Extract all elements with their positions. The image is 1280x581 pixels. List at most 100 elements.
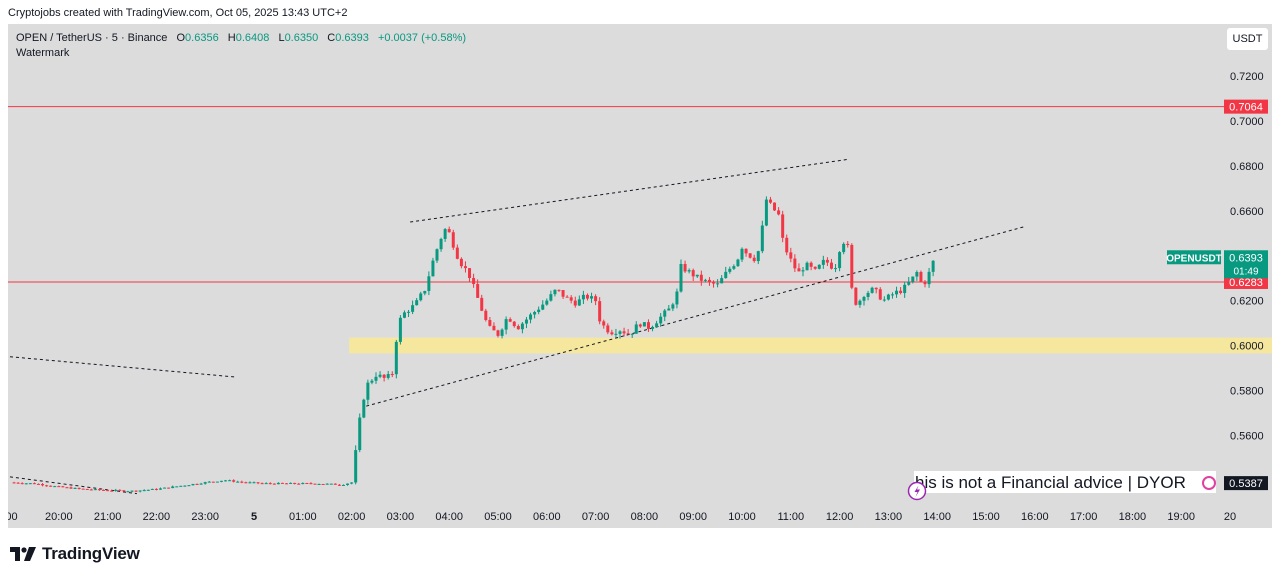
candle[interactable] <box>244 482 248 484</box>
candle[interactable] <box>53 486 57 488</box>
candle[interactable] <box>289 482 293 484</box>
candle[interactable] <box>553 289 557 295</box>
candle[interactable] <box>215 481 219 483</box>
candle[interactable] <box>415 300 419 306</box>
candle[interactable] <box>232 480 236 482</box>
candle[interactable] <box>764 199 768 226</box>
candle[interactable] <box>646 322 650 329</box>
candle[interactable] <box>573 300 577 306</box>
candle[interactable] <box>707 279 711 282</box>
trendline[interactable] <box>9 476 137 495</box>
candle[interactable] <box>886 294 890 300</box>
candle[interactable] <box>557 289 561 291</box>
candle[interactable] <box>451 232 455 248</box>
candle[interactable] <box>622 331 626 334</box>
candle[interactable] <box>28 483 32 485</box>
chart-panel[interactable]: 0.7200 0.7000 0.6800 0.6600 0.6200 0.6000 0.58… <box>8 24 1272 528</box>
candle[interactable] <box>118 489 122 491</box>
candle[interactable] <box>423 290 427 294</box>
candle[interactable] <box>280 482 284 484</box>
candle[interactable] <box>390 374 394 376</box>
candle[interactable] <box>122 490 126 492</box>
candle[interactable] <box>268 483 272 485</box>
candle[interactable] <box>777 210 781 215</box>
candle[interactable] <box>651 326 655 329</box>
candle[interactable] <box>732 266 736 269</box>
candle[interactable] <box>565 296 569 298</box>
candle[interactable] <box>321 483 325 485</box>
candle[interactable] <box>829 262 833 269</box>
candle[interactable] <box>370 380 374 383</box>
candle[interactable] <box>590 296 594 299</box>
candle[interactable] <box>618 331 622 334</box>
candle[interactable] <box>305 483 309 485</box>
candle[interactable] <box>801 270 805 272</box>
candle[interactable] <box>341 484 345 486</box>
candle[interactable] <box>171 486 175 489</box>
candle[interactable] <box>602 321 606 326</box>
candle[interactable] <box>24 483 28 485</box>
candle[interactable] <box>712 281 716 284</box>
candle[interactable] <box>842 243 846 253</box>
candle[interactable] <box>447 229 451 233</box>
candle[interactable] <box>146 489 150 491</box>
candle[interactable] <box>862 296 866 301</box>
candle[interactable] <box>813 266 817 269</box>
candle[interactable] <box>346 483 350 485</box>
candle[interactable] <box>191 483 195 486</box>
candle[interactable] <box>683 263 687 272</box>
candle[interactable] <box>716 283 720 285</box>
candle[interactable] <box>89 489 93 491</box>
candle[interactable] <box>443 229 447 239</box>
candle[interactable] <box>923 281 927 285</box>
candle[interactable] <box>175 486 179 488</box>
candle[interactable] <box>911 276 915 282</box>
candle[interactable] <box>65 487 69 489</box>
candle[interactable] <box>301 483 305 485</box>
candle[interactable] <box>809 262 813 267</box>
candle[interactable] <box>276 482 280 485</box>
candle[interactable] <box>529 314 533 320</box>
candle[interactable] <box>484 310 488 320</box>
candle[interactable] <box>858 300 862 305</box>
candle[interactable] <box>378 374 382 377</box>
candle[interactable] <box>927 271 931 285</box>
candle[interactable] <box>838 252 842 269</box>
candle[interactable] <box>106 490 110 492</box>
candle[interactable] <box>878 289 882 300</box>
candle[interactable] <box>797 268 801 272</box>
candle[interactable] <box>594 296 598 302</box>
demand-zone[interactable] <box>349 337 1272 354</box>
candle[interactable] <box>752 257 756 262</box>
price-chart[interactable]: 0.7200 0.7000 0.6800 0.6600 0.6200 0.6000 0.58… <box>8 24 1272 528</box>
currency-button[interactable]: USDT <box>1227 28 1268 50</box>
candle[interactable] <box>870 287 874 293</box>
candle[interactable] <box>793 258 797 269</box>
candle[interactable] <box>533 312 537 315</box>
candle[interactable] <box>728 268 732 272</box>
candle[interactable] <box>126 491 130 493</box>
candle[interactable] <box>12 482 16 484</box>
candle[interactable] <box>496 330 500 336</box>
candle[interactable] <box>642 322 646 327</box>
candle[interactable] <box>610 332 614 335</box>
candle[interactable] <box>435 249 439 261</box>
candle[interactable] <box>394 341 398 375</box>
candle[interactable] <box>480 297 484 311</box>
candle[interactable] <box>337 484 341 486</box>
candle[interactable] <box>252 482 256 484</box>
candle[interactable] <box>520 323 524 330</box>
candle[interactable] <box>264 483 268 485</box>
candle[interactable] <box>293 482 297 484</box>
candle[interactable] <box>760 225 764 252</box>
candle[interactable] <box>211 481 215 483</box>
candle[interactable] <box>455 247 459 259</box>
candle[interactable] <box>158 488 162 490</box>
candle[interactable] <box>773 202 777 211</box>
candle[interactable] <box>638 324 642 327</box>
candle[interactable] <box>358 417 362 451</box>
candle[interactable] <box>248 482 252 484</box>
candle[interactable] <box>419 293 423 301</box>
candle[interactable] <box>659 316 663 324</box>
candle[interactable] <box>81 488 85 490</box>
